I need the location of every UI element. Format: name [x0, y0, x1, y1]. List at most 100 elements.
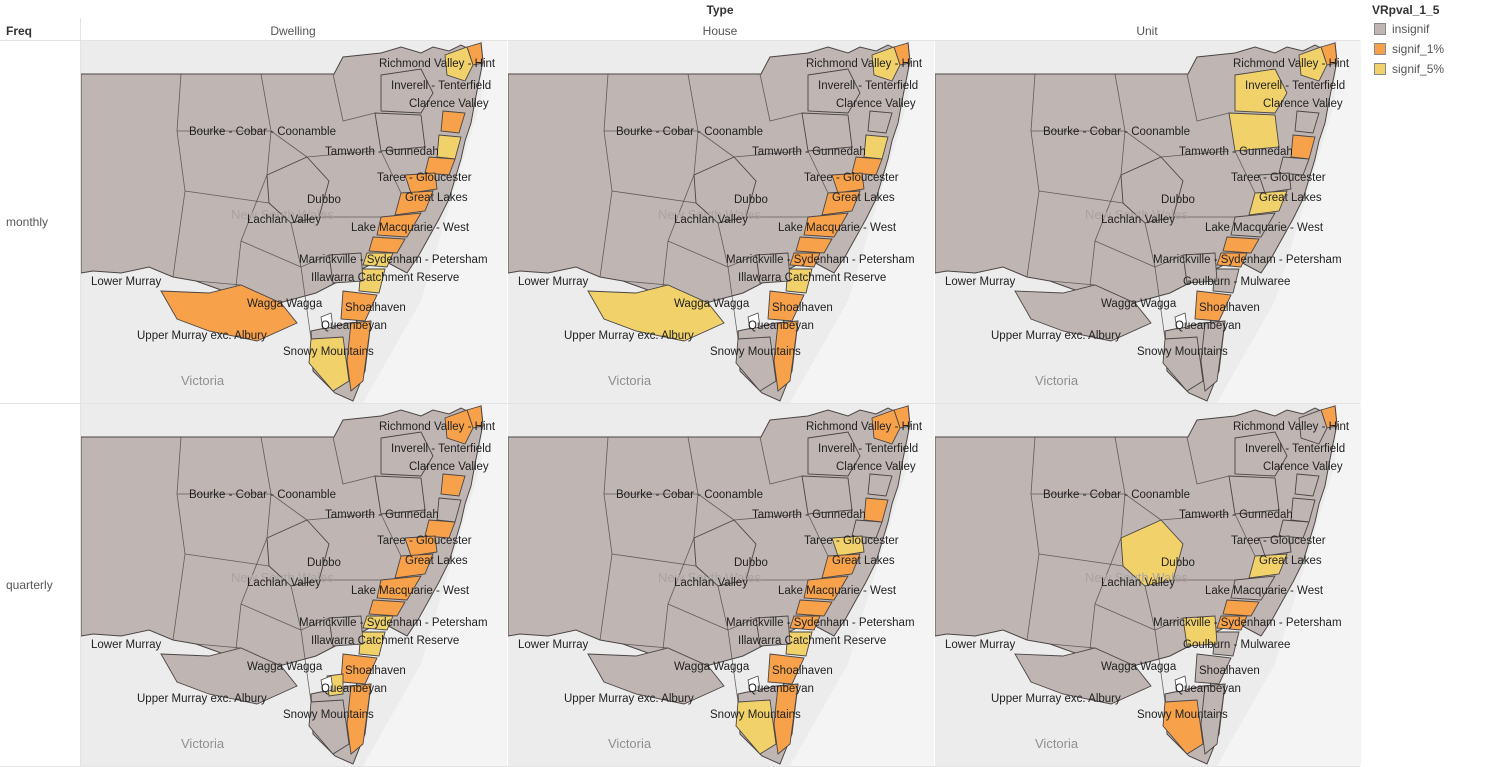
region-south-coast[interactable]: [773, 320, 799, 392]
region-snowy-mountains[interactable]: [735, 336, 777, 392]
region-great-lakes[interactable]: [394, 190, 434, 216]
region-dubbo[interactable]: [266, 156, 330, 224]
region-sydney[interactable]: [1216, 615, 1248, 631]
region-south-coast[interactable]: [346, 320, 372, 392]
region-dubbo[interactable]: [1120, 519, 1184, 587]
region-taree-gloucester[interactable]: [404, 172, 438, 194]
region-goulburn[interactable]: [328, 615, 364, 647]
map-panel-quarterly-house[interactable]: New South Wales Richmond Valley - Hint Inv…: [508, 404, 934, 766]
region-great-lakes[interactable]: [1248, 190, 1288, 216]
region-taree-gloucester[interactable]: [1258, 535, 1292, 557]
region-sydney[interactable]: [362, 252, 394, 268]
column-header-house[interactable]: House: [702, 24, 738, 38]
map-panel-monthly-house[interactable]: New South Wales Richmond Valley - Hint Inv…: [508, 41, 934, 403]
region-tamworth[interactable]: [801, 475, 853, 515]
region-great-lakes[interactable]: [1248, 553, 1288, 579]
region-tamworth[interactable]: [374, 112, 426, 152]
region-upper-murray[interactable]: [160, 284, 298, 342]
region-richmond-valley[interactable]: [1298, 46, 1328, 82]
region-port-macquarie[interactable]: [851, 156, 883, 176]
region-port-macquarie[interactable]: [1278, 519, 1310, 539]
region-sydney[interactable]: [789, 252, 821, 268]
region-central-coast[interactable]: [368, 236, 406, 254]
region-taree-gloucester[interactable]: [404, 535, 438, 557]
region-sydney[interactable]: [789, 615, 821, 631]
region-illawarra[interactable]: [358, 631, 386, 657]
region-clarence-valley[interactable]: [1294, 110, 1320, 134]
region-hunter-coast[interactable]: [803, 212, 849, 238]
map-panel-monthly-dwelling[interactable]: New South Wales Richmond Valley - Hint Inv…: [81, 41, 507, 403]
region-inverell[interactable]: [807, 431, 861, 477]
region-taree-gloucester[interactable]: [831, 172, 865, 194]
region-clarence-valley[interactable]: [440, 473, 466, 497]
region-tamworth[interactable]: [374, 475, 426, 515]
region-central-coast[interactable]: [795, 236, 833, 254]
map-panel-quarterly-unit[interactable]: New South Wales Richmond Valley - Hint Inv…: [935, 404, 1361, 766]
region-great-lakes[interactable]: [821, 553, 861, 579]
region-port-macquarie[interactable]: [851, 519, 883, 539]
region-upper-murray[interactable]: [160, 647, 298, 705]
region-great-lakes[interactable]: [394, 553, 434, 579]
region-snowy-mountains[interactable]: [1162, 699, 1204, 755]
region-shoalhaven[interactable]: [340, 290, 378, 322]
region-snowy-mountains[interactable]: [735, 699, 777, 755]
region-goulburn[interactable]: [328, 252, 364, 284]
region-shoalhaven[interactable]: [767, 290, 805, 322]
region-shoalhaven[interactable]: [1194, 653, 1232, 685]
region-richmond-valley[interactable]: [444, 409, 474, 445]
legend-item-insignif[interactable]: insignif: [1374, 20, 1429, 38]
column-header-dwelling[interactable]: Dwelling: [270, 24, 316, 38]
region-inverell[interactable]: [1234, 431, 1288, 477]
region-sydney[interactable]: [1216, 252, 1248, 268]
map-panel-quarterly-dwelling[interactable]: New South Wales Richmond Valley - Hint Inv…: [81, 404, 507, 766]
region-south-coast[interactable]: [1200, 683, 1226, 755]
region-richmond-valley[interactable]: [871, 46, 901, 82]
region-snowy-mountains[interactable]: [1162, 336, 1204, 392]
region-central-coast[interactable]: [1222, 599, 1260, 617]
region-tamworth[interactable]: [1228, 475, 1280, 515]
region-snowy-mountains[interactable]: [308, 699, 350, 755]
region-tamworth[interactable]: [801, 112, 853, 152]
region-upper-murray[interactable]: [587, 647, 725, 705]
region-richmond-valley[interactable]: [871, 409, 901, 445]
region-inverell[interactable]: [380, 68, 434, 114]
region-taree-gloucester[interactable]: [831, 535, 865, 557]
region-sydney[interactable]: [362, 615, 394, 631]
region-south-coast[interactable]: [1200, 320, 1226, 392]
region-port-macquarie[interactable]: [1278, 156, 1310, 176]
region-illawarra[interactable]: [358, 268, 386, 294]
region-illawarra[interactable]: [785, 631, 813, 657]
region-upper-murray[interactable]: [587, 284, 725, 342]
region-upper-murray[interactable]: [1014, 284, 1152, 342]
region-taree-gloucester[interactable]: [1258, 172, 1292, 194]
region-richmond-valley[interactable]: [444, 46, 474, 82]
region-port-macquarie[interactable]: [424, 519, 456, 539]
region-shoalhaven[interactable]: [767, 653, 805, 685]
region-hunter-coast[interactable]: [1230, 212, 1276, 238]
region-inverell[interactable]: [1234, 68, 1288, 114]
region-illawarra[interactable]: [785, 268, 813, 294]
legend-item-signif-5[interactable]: signif_5%: [1374, 60, 1444, 78]
region-illawarra[interactable]: [1212, 631, 1240, 657]
region-dubbo[interactable]: [693, 156, 757, 224]
region-clarence-valley[interactable]: [440, 110, 466, 134]
region-goulburn[interactable]: [1182, 252, 1218, 284]
region-dubbo[interactable]: [266, 519, 330, 587]
region-snowy-mountains[interactable]: [308, 336, 350, 392]
region-dubbo[interactable]: [1120, 156, 1184, 224]
region-shoalhaven[interactable]: [1194, 290, 1232, 322]
region-dubbo[interactable]: [693, 519, 757, 587]
region-richmond-valley[interactable]: [1298, 409, 1328, 445]
region-great-lakes[interactable]: [821, 190, 861, 216]
region-south-coast[interactable]: [346, 683, 372, 755]
map-panel-monthly-unit[interactable]: New South Wales Richmond Valley - Hint Inv…: [935, 41, 1361, 403]
region-shoalhaven[interactable]: [340, 653, 378, 685]
region-goulburn[interactable]: [755, 252, 791, 284]
region-illawarra[interactable]: [1212, 268, 1240, 294]
region-clarence-valley[interactable]: [867, 110, 893, 134]
region-central-coast[interactable]: [368, 599, 406, 617]
region-clarence-valley[interactable]: [867, 473, 893, 497]
region-inverell[interactable]: [807, 68, 861, 114]
region-goulburn[interactable]: [755, 615, 791, 647]
row-header-monthly[interactable]: monthly: [6, 215, 49, 229]
